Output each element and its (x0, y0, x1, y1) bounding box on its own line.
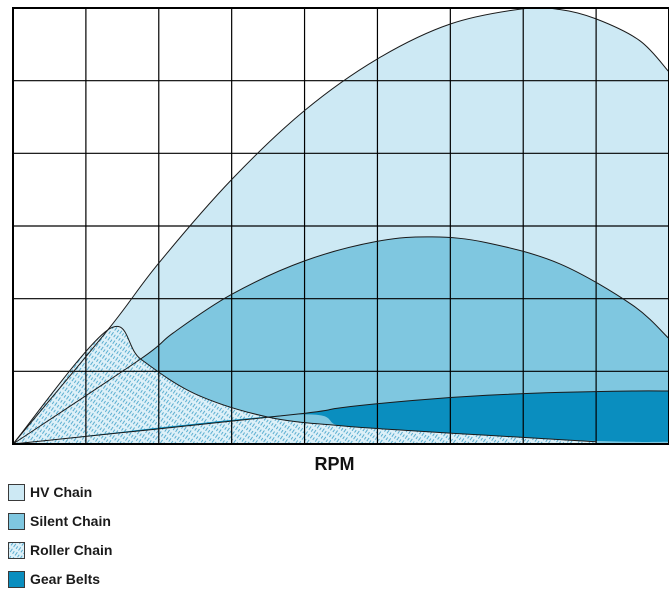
legend-item-gear-belts: Gear Belts (8, 569, 112, 589)
plot-frame (12, 7, 669, 445)
outline-hv-chain (12, 6, 669, 445)
x-axis-title: RPM (314, 454, 355, 474)
legend-item-roller-chain: Roller Chain (8, 540, 112, 560)
legend-label-hv-chain: HV Chain (30, 484, 93, 500)
legend-swatch-hv-chain (8, 483, 25, 501)
chart (12, 6, 669, 445)
legend-label-silent-chain: Silent Chain (30, 513, 111, 529)
legend: HV Chain Silent Chain Roller Chain Gear … (8, 482, 112, 598)
legend-item-silent-chain: Silent Chain (8, 511, 112, 531)
outline-silent-chain (12, 236, 669, 445)
legend-swatch-gear-belts (8, 570, 25, 588)
legend-label-roller-chain: Roller Chain (30, 542, 113, 558)
legend-label-gear-belts: Gear Belts (30, 571, 101, 587)
legend-swatch-silent-chain (8, 512, 25, 530)
outline-roller-chain (12, 326, 597, 445)
area-gear-belts (13, 390, 669, 444)
legend-item-hv-chain: HV Chain (8, 482, 112, 502)
outline-gear-belts (12, 390, 669, 445)
legend-swatch-roller-chain (8, 541, 25, 559)
